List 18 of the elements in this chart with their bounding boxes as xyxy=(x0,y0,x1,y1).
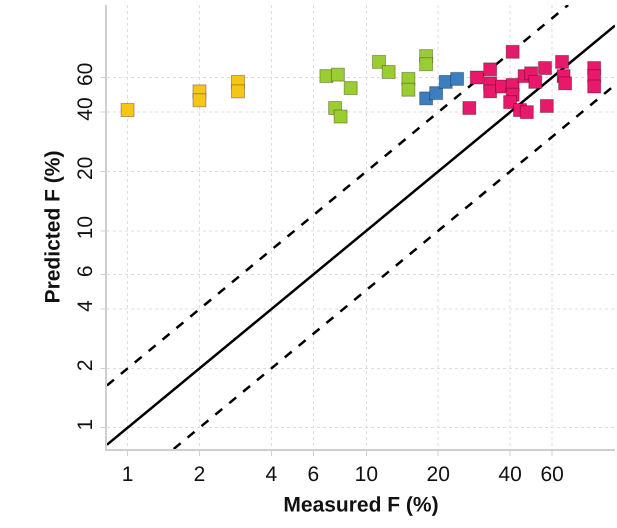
y-tick-label: 2 xyxy=(74,359,97,372)
x-tick-label: 6 xyxy=(308,462,320,486)
y-tick-label: 4 xyxy=(74,300,97,312)
x-tick-label: 60 xyxy=(540,462,564,486)
y-tick-label: 20 xyxy=(74,156,97,180)
x-axis-title: Measured F (%) xyxy=(283,494,439,517)
y-tick-label: 6 xyxy=(74,265,97,278)
y-tick-label: 1 xyxy=(74,418,97,430)
x-tick-label: 2 xyxy=(194,462,206,486)
x-tick-label: 10 xyxy=(354,462,378,486)
y-axis-title: Predicted F (%) xyxy=(42,150,64,304)
x-tick-label: 1 xyxy=(122,462,134,486)
y-tick-label: 60 xyxy=(74,62,97,86)
y-tick-label: 40 xyxy=(74,97,97,121)
x-tick-label: 20 xyxy=(426,462,450,486)
x-tick-label: 40 xyxy=(498,462,522,486)
x-tick-label: 4 xyxy=(265,462,278,486)
y-tick-label: 10 xyxy=(74,216,97,240)
